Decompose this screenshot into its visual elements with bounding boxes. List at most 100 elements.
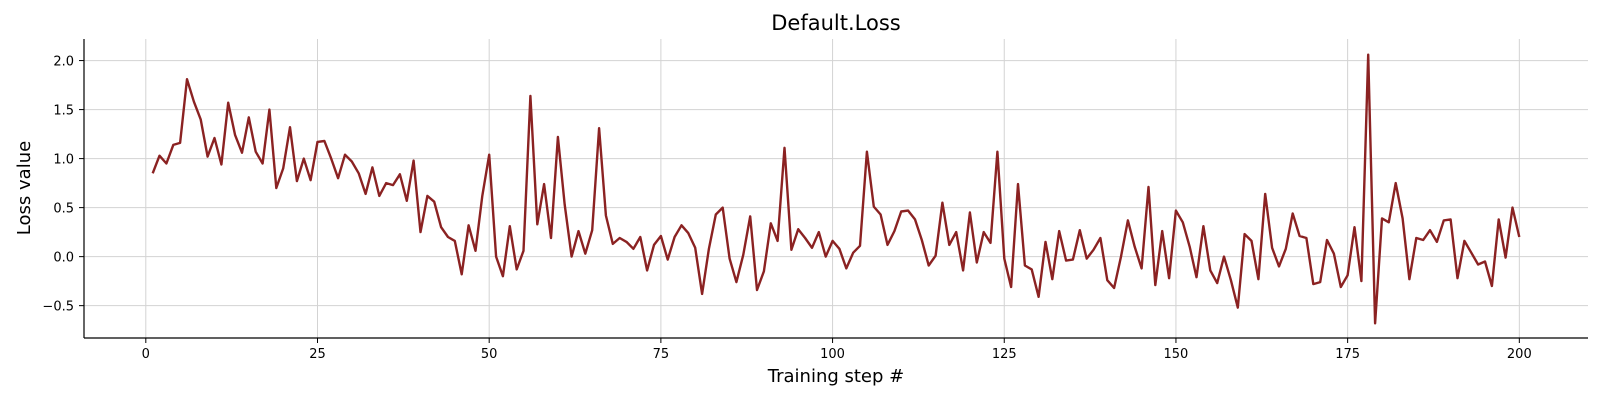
x-tick-label: 75 — [653, 347, 670, 362]
data-point — [653, 244, 655, 246]
data-point — [165, 162, 167, 164]
data-point — [502, 275, 504, 277]
data-point — [399, 173, 401, 175]
data-point — [612, 243, 614, 245]
data-point — [419, 231, 421, 233]
data-point — [605, 214, 607, 216]
data-point — [1319, 281, 1321, 283]
data-point — [234, 134, 236, 136]
axes — [83, 39, 1588, 339]
data-point — [1223, 255, 1225, 257]
data-point — [515, 268, 517, 270]
data-point — [488, 153, 490, 155]
y-tick-label: 1.5 — [53, 104, 74, 119]
data-point — [584, 252, 586, 254]
data-point — [303, 157, 305, 159]
data-point — [275, 187, 277, 189]
data-point — [625, 241, 627, 243]
data-point — [886, 244, 888, 246]
data-point — [941, 202, 943, 204]
data-point — [385, 182, 387, 184]
data-point — [831, 240, 833, 242]
ticks: 0 25 50 75 100 125 150 175 200 −0.5 0.0 0.5 1.0 1.5 2.… — [42, 55, 1531, 362]
data-point — [1395, 182, 1397, 184]
data-point — [1195, 276, 1197, 278]
data-point — [824, 255, 826, 257]
data-point — [859, 245, 861, 247]
data-point — [721, 206, 723, 208]
data-point — [1401, 217, 1403, 219]
x-tick-label: 200 — [1507, 347, 1532, 362]
data-point — [1250, 240, 1252, 242]
data-point — [708, 248, 710, 250]
data-point — [618, 237, 620, 239]
data-point — [687, 232, 689, 234]
x-tick-label: 175 — [1335, 347, 1360, 362]
data-point — [151, 172, 153, 174]
data-point — [358, 172, 360, 174]
data-point — [193, 101, 195, 103]
data-point — [1092, 249, 1094, 251]
data-point — [646, 269, 648, 271]
data-point — [1065, 259, 1067, 261]
y-tick-label: −0.5 — [42, 300, 74, 315]
data-point — [1175, 209, 1177, 211]
data-point — [495, 255, 497, 257]
x-tick-label: 125 — [992, 347, 1017, 362]
data-point — [1079, 229, 1081, 231]
data-point — [1449, 218, 1451, 220]
data-point — [866, 151, 868, 153]
x-tick-label: 0 — [142, 347, 150, 362]
data-point — [577, 230, 579, 232]
data-point — [639, 236, 641, 238]
data-point — [1305, 237, 1307, 239]
data-point — [893, 230, 895, 232]
data-point — [1168, 277, 1170, 279]
data-point — [1326, 239, 1328, 241]
data-point — [1202, 225, 1204, 227]
data-point — [1374, 322, 1376, 324]
data-point — [1031, 268, 1033, 270]
data-point — [454, 240, 456, 242]
data-point — [1010, 286, 1012, 288]
data-point — [1257, 278, 1259, 280]
data-point — [316, 141, 318, 143]
data-point — [852, 252, 854, 254]
x-tick-label: 50 — [481, 347, 498, 362]
data-point — [763, 270, 765, 272]
data-point — [1271, 247, 1273, 249]
data-point — [1381, 217, 1383, 219]
data-point — [1209, 269, 1211, 271]
data-point — [412, 159, 414, 161]
data-point — [1154, 284, 1156, 286]
data-point — [550, 237, 552, 239]
data-point — [879, 213, 881, 215]
data-point — [241, 152, 243, 154]
data-point — [1346, 274, 1348, 276]
data-point — [1127, 219, 1129, 221]
data-point — [1099, 237, 1101, 239]
data-point — [1498, 218, 1500, 220]
data-point — [818, 231, 820, 233]
data-point — [392, 184, 394, 186]
data-point — [756, 289, 758, 291]
data-point — [440, 226, 442, 228]
data-point — [1463, 240, 1465, 242]
x-tick-label: 25 — [309, 347, 326, 362]
data-point — [921, 239, 923, 241]
data-point — [1422, 239, 1424, 241]
data-point — [632, 248, 634, 250]
data-point — [1477, 263, 1479, 265]
data-point — [522, 250, 524, 252]
data-point — [591, 229, 593, 231]
data-point — [1353, 226, 1355, 228]
chart-title: Default.Loss — [771, 11, 900, 35]
data-point — [364, 193, 366, 195]
data-point — [1188, 246, 1190, 248]
data-point — [1443, 219, 1445, 221]
data-point — [543, 183, 545, 185]
data-point — [227, 102, 229, 104]
data-point — [474, 250, 476, 252]
data-point — [1003, 257, 1005, 259]
